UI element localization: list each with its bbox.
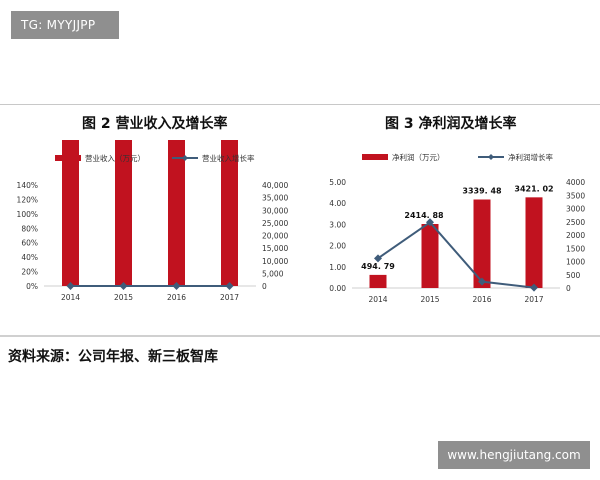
fig3-legend-line-label: 净利润增长率 [508, 152, 553, 162]
fig3-y-right-tick: 2500 [566, 218, 585, 227]
fig2-bar [221, 140, 238, 286]
fig2-y-left-tick: 120% [17, 195, 38, 204]
fig3-title: 图 3 净利润及增长率 [385, 116, 517, 132]
fig2-y-right-tick: 30,000 [262, 206, 288, 215]
fig3-legend-bar-label: 净利润（万元） [392, 152, 445, 162]
divider-top [0, 104, 600, 105]
fig3-legend-line-marker [488, 154, 494, 160]
fig3-growth-point [530, 283, 538, 292]
fig2-y-right-tick: 15,000 [262, 244, 288, 253]
fig2-y-right-tick: 40,000 [262, 181, 288, 190]
fig3-legend-bar-swatch [362, 154, 388, 160]
fig2-y-right-tick: 20,000 [262, 232, 288, 241]
fig2-y-left-tick: 100% [17, 210, 38, 219]
fig2-y-right-tick: 35,000 [262, 194, 288, 203]
fig3-growth-point [426, 218, 434, 227]
fig2-y-right-tick: 0 [262, 282, 267, 291]
fig3-y-left-tick: 0.00 [329, 284, 346, 293]
fig3-x-tick: 2015 [420, 295, 439, 304]
fig3-y-left-tick: 1.00 [329, 263, 346, 272]
fig2-growth-point [66, 281, 75, 290]
fig3-y-right-tick: 3500 [566, 191, 585, 200]
fig3-bar [525, 197, 543, 288]
fig2-y-right-tick: 25,000 [262, 219, 288, 228]
fig3-y-right-tick: 1000 [566, 258, 585, 267]
revenue-chart: 140% 120% 100% 80% 60% 40% 20% 0% 40,000 35,000 30… [17, 140, 288, 302]
fig3-y-right-tick: 0 [566, 284, 571, 293]
fig2-growth-point [119, 281, 128, 290]
fig3-x-tick: 2014 [368, 295, 387, 304]
fig3-y-right-tick: 3000 [566, 205, 585, 214]
fig2-growth-point [225, 281, 234, 290]
fig3-data-label: 3421. 02 [514, 184, 553, 193]
fig2-y-left-tick: 0% [26, 282, 38, 291]
source-note: 资料来源：公司年报、新三板智库 [8, 349, 218, 365]
fig2-x-tick: 2014 [61, 293, 80, 302]
fig2-x-tick: 2015 [114, 293, 133, 302]
fig3-bar [369, 274, 387, 288]
fig3-data-label: 2414. 88 [404, 211, 444, 220]
fig2-legend-bar-swatch [55, 155, 81, 161]
fig3-y-right-tick: 1500 [566, 244, 585, 253]
net-profit-chart: 5.00 4.00 3.00 2.00 1.00 0.00 4000 3500 3000 2500… [329, 152, 585, 304]
fig2-bar [115, 140, 132, 286]
fig2-y-left-tick: 40% [21, 253, 38, 262]
fig3-y-left-tick: 2.00 [329, 242, 346, 251]
fig2-y-right-tick: 10,000 [262, 257, 288, 266]
fig3-bar [473, 199, 491, 288]
fig3-bar [421, 224, 439, 288]
fig2-bar [62, 140, 79, 286]
watermark-bottom: www.hengjiutang.com [438, 441, 590, 469]
fig2-y-left-tick: 20% [21, 268, 38, 277]
fig3-growth-point [478, 277, 486, 286]
fig3-y-right-tick: 2000 [566, 231, 585, 240]
fig3-data-label: 3339. 48 [462, 187, 502, 196]
fig2-y-right-tick: 5,000 [262, 269, 284, 278]
fig2-bar [168, 140, 185, 286]
divider-bottom [0, 335, 600, 337]
fig2-y-left-tick: 140% [17, 181, 38, 190]
fig3-y-left-tick: 5.00 [329, 178, 346, 187]
fig2-legend-line-label: 营业收入增长率 [202, 153, 255, 163]
watermark-top: TG: MYYJJPP [11, 11, 119, 39]
fig2-growth-point [172, 281, 181, 290]
fig2-title: 图 2 营业收入及增长率 [82, 116, 228, 132]
fig3-y-left-tick: 3.00 [329, 220, 346, 229]
fig2-legend-bar-label: 营业收入（万元） [85, 153, 145, 163]
fig3-x-tick: 2016 [472, 295, 491, 304]
fig2-x-tick: 2017 [220, 293, 239, 302]
fig3-growth-point [374, 254, 382, 263]
fig3-y-right-tick: 500 [566, 271, 581, 280]
fig3-y-right-tick: 4000 [566, 178, 585, 187]
fig2-x-tick: 2016 [167, 293, 186, 302]
fig2-y-left-tick: 60% [21, 239, 38, 248]
fig2-y-left-tick: 80% [21, 224, 38, 233]
fig3-x-tick: 2017 [524, 295, 543, 304]
fig2-legend-line-marker [182, 155, 188, 161]
fig3-y-left-tick: 4.00 [329, 199, 346, 208]
fig3-growth-line [377, 220, 535, 289]
fig3-data-label: 494. 79 [361, 262, 395, 271]
